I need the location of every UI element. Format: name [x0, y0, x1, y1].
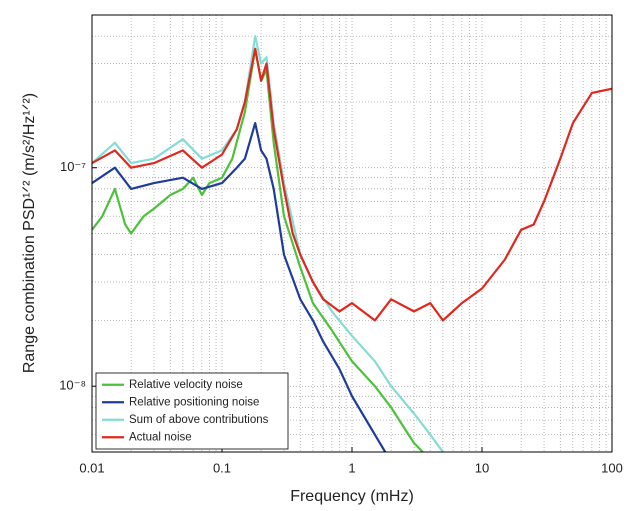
lines	[92, 35, 612, 452]
legend-label: Relative positioning noise	[129, 396, 259, 408]
legend-label: Relative velocity noise	[129, 379, 243, 391]
legend-box	[95, 372, 289, 450]
legend-label: Actual noise	[129, 431, 192, 443]
series-line	[92, 35, 444, 452]
legend-label: Sum of above contributions	[129, 414, 269, 426]
series-line	[92, 47, 424, 452]
x-tick-label: 100	[601, 460, 623, 475]
x-axis-label: Frequency (mHz)	[290, 488, 414, 505]
y-tick-label: 10⁻⁸	[59, 378, 86, 393]
x-tick-label: 10	[475, 460, 489, 475]
legend: Relative velocity noise Relative position…	[95, 372, 289, 450]
y-axis-label: Range combination PSD¹ᐟ² (m/s²/Hz¹ᐟ²)	[21, 93, 38, 373]
x-tick-label: 0.01	[79, 460, 104, 475]
series-line	[92, 47, 612, 322]
y-tick-label: 10⁻⁷	[60, 159, 86, 174]
x-tick-label: 1	[348, 460, 355, 475]
ticks: 0.01 0.1 1 10 100 10⁻⁸ 10⁻⁷	[59, 159, 623, 475]
x-tick-label: 0.1	[213, 460, 231, 475]
series-line	[92, 122, 387, 452]
